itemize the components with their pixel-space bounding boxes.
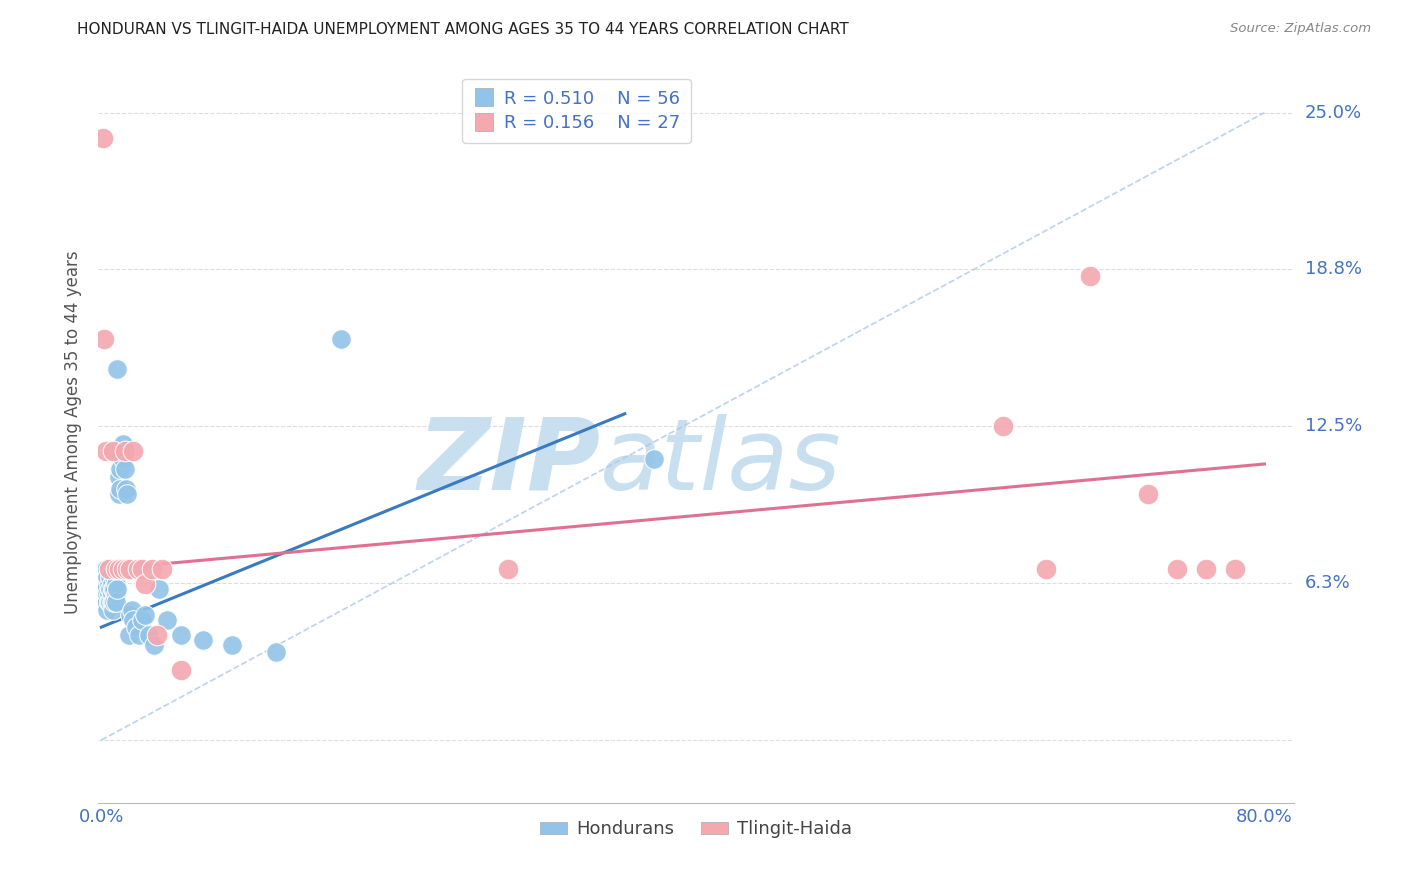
Point: [103, 582, 125, 597]
Point: [131, 613, 153, 627]
Point: [148, 582, 170, 597]
Point: [112, 452, 135, 467]
Point: [93, 595, 115, 609]
Point: [330, 331, 353, 345]
Point: [91, 130, 114, 145]
Point: [96, 602, 118, 616]
Point: [1078, 268, 1101, 283]
Point: [103, 570, 125, 584]
Point: [643, 452, 665, 467]
Point: [128, 627, 150, 641]
Point: [104, 577, 127, 591]
Point: [114, 444, 136, 458]
Point: [145, 627, 167, 641]
Point: [103, 595, 125, 609]
Point: [156, 613, 179, 627]
Point: [117, 487, 139, 501]
Point: [191, 632, 214, 647]
Point: [991, 419, 1014, 434]
Point: [131, 562, 153, 576]
Point: [107, 469, 129, 483]
Point: [91, 587, 114, 601]
Point: [97, 577, 120, 591]
Point: [93, 331, 115, 345]
Point: [96, 570, 118, 584]
Point: [1225, 562, 1247, 576]
Point: [141, 562, 163, 576]
Point: [98, 582, 121, 597]
Point: [105, 361, 128, 376]
Point: [170, 663, 193, 677]
Point: [115, 482, 138, 496]
Point: [110, 462, 132, 476]
Point: [94, 582, 117, 597]
Point: [498, 562, 520, 576]
Point: [111, 444, 134, 458]
Text: 25.0%: 25.0%: [1305, 103, 1362, 121]
Point: [125, 620, 148, 634]
Point: [97, 562, 120, 576]
Point: [134, 577, 156, 591]
Point: [93, 577, 115, 591]
Point: [112, 562, 135, 576]
Point: [94, 444, 117, 458]
Point: [122, 444, 145, 458]
Point: [105, 582, 128, 597]
Point: [170, 627, 193, 641]
Text: 12.5%: 12.5%: [1305, 417, 1362, 435]
Point: [94, 562, 117, 576]
Text: HONDURAN VS TLINGIT-HAIDA UNEMPLOYMENT AMONG AGES 35 TO 44 YEARS CORRELATION CHA: HONDURAN VS TLINGIT-HAIDA UNEMPLOYMENT A…: [77, 22, 849, 37]
Text: ZIP: ZIP: [418, 414, 600, 511]
Point: [107, 562, 129, 576]
Point: [101, 444, 124, 458]
Point: [221, 638, 243, 652]
Point: [104, 595, 127, 609]
Point: [134, 607, 156, 622]
Point: [104, 562, 127, 576]
Point: [114, 462, 136, 476]
Point: [98, 570, 121, 584]
Point: [120, 562, 142, 576]
Point: [138, 627, 160, 641]
Point: [122, 613, 145, 627]
Point: [142, 638, 165, 652]
Point: [120, 607, 142, 622]
Point: [112, 437, 135, 451]
Point: [1035, 562, 1057, 576]
Point: [97, 587, 120, 601]
Point: [101, 602, 124, 616]
Point: [104, 587, 127, 601]
Point: [101, 595, 124, 609]
Text: 6.3%: 6.3%: [1305, 574, 1350, 592]
Text: 18.8%: 18.8%: [1305, 260, 1361, 278]
Point: [264, 645, 287, 659]
Point: [1137, 487, 1160, 501]
Point: [100, 587, 122, 601]
Point: [117, 562, 139, 576]
Point: [127, 562, 149, 576]
Text: atlas: atlas: [600, 414, 842, 511]
Legend: Hondurans, Tlingit-Haida: Hondurans, Tlingit-Haida: [533, 814, 859, 846]
Point: [100, 595, 122, 609]
Point: [101, 582, 124, 597]
Point: [98, 595, 121, 609]
Point: [121, 602, 143, 616]
Point: [96, 587, 118, 601]
Point: [100, 577, 122, 591]
Text: Source: ZipAtlas.com: Source: ZipAtlas.com: [1230, 22, 1371, 36]
Point: [1195, 562, 1218, 576]
Point: [150, 562, 173, 576]
Point: [1166, 562, 1188, 576]
Point: [118, 627, 141, 641]
Point: [97, 595, 120, 609]
Point: [110, 482, 132, 496]
Point: [107, 487, 129, 501]
Y-axis label: Unemployment Among Ages 35 to 44 years: Unemployment Among Ages 35 to 44 years: [65, 251, 83, 615]
